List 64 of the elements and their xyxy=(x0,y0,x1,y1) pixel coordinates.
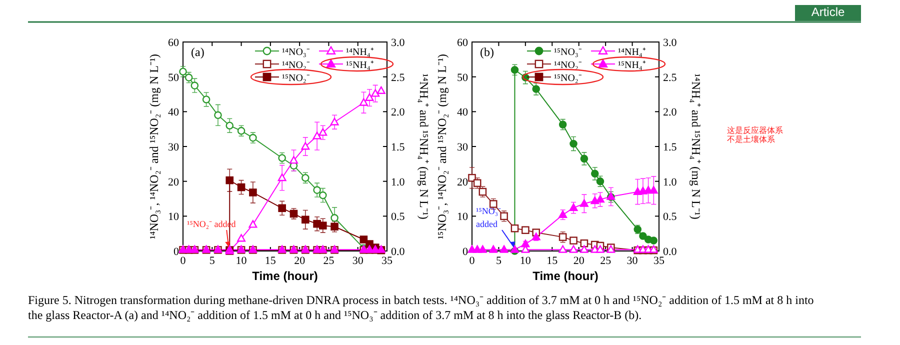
legend-label: ¹⁵NH₄⁺ xyxy=(346,60,374,71)
y-tick-label: 10 xyxy=(457,211,468,224)
y-tick-label: 40 xyxy=(457,106,468,119)
y-tick-label: 20 xyxy=(457,176,468,188)
y-tick-label: 50 xyxy=(168,72,180,84)
x-tick-label: 35 xyxy=(654,255,665,267)
x-tick-label: 25 xyxy=(323,255,335,267)
y-axis-title: ¹⁵NO₃⁻, ¹⁴NO₂⁻ and ¹⁵NO₂⁻ (mg N L⁻¹) xyxy=(435,54,449,240)
y-tick-label: 20 xyxy=(168,176,180,188)
x-tick-label: 20 xyxy=(573,255,585,267)
y-axis-title: ¹⁴NO₃⁻, ¹⁴NO₂⁻ and ¹⁵NO₂⁻ (mg N L⁻¹) xyxy=(147,54,161,240)
y-tick-label: 30 xyxy=(168,142,180,154)
y2-tick-label: 3.0 xyxy=(391,37,406,49)
text: Article xyxy=(811,5,845,19)
y2-tick-label: 1.5 xyxy=(663,142,678,154)
y2-tick-label: 0.0 xyxy=(663,246,678,258)
y-tick-label: 60 xyxy=(168,37,180,49)
y2-tick-label: 2.5 xyxy=(663,72,678,84)
x-tick-label: 10 xyxy=(520,255,532,267)
text: 这是反应器体系 xyxy=(727,126,783,135)
x-tick-label: 30 xyxy=(352,255,364,267)
y-tick-label: 0 xyxy=(174,246,180,258)
legend-label: ¹⁴NH₄⁺ xyxy=(346,47,374,58)
y2-tick-label: 0.5 xyxy=(663,211,678,224)
legend-label: ¹⁵NO₃⁻ xyxy=(554,47,582,58)
legend-label: ¹⁴NO₂⁻ xyxy=(554,60,582,71)
y2-tick-label: 1.5 xyxy=(391,142,406,154)
y-tick-label: 60 xyxy=(457,37,468,49)
x-tick-label: 15 xyxy=(264,255,276,267)
x-tick-label: 25 xyxy=(600,255,612,267)
y-tick-label: 40 xyxy=(168,106,180,119)
y2-axis-title: ¹⁴NH₄⁺ and ¹⁵NH₄⁺ (mg N L⁻¹) xyxy=(689,74,703,220)
y2-tick-label: 2.5 xyxy=(391,72,406,84)
caption: Figure 5. Nitrogen transformation during methane-driven DNRA process in batch tests. ¹⁴NO₃⁻ addition of 3.7 mM at 0 h and ¹⁵NO₂⁻ addition of 1.5 mM at 8 h into the glass Reactor-A (a) and ¹⁴NO₂⁻ addition of 1.5 mM at 0 h and ¹⁵NO₃⁻ addition of 3.7 mM at 8 h into the glass Reactor-B (b). xyxy=(28,293,814,322)
y-tick-label: 10 xyxy=(168,211,180,224)
y-tick-label: 30 xyxy=(457,142,468,154)
y2-tick-label: 1.0 xyxy=(663,176,678,188)
y-tick-label: 0 xyxy=(462,246,468,258)
y2-tick-label: 0.5 xyxy=(391,211,406,224)
chart-title: (b) xyxy=(480,45,494,59)
legend-label: ¹⁵NO₂⁻ xyxy=(282,73,310,84)
legend-label: ¹⁵NH₄⁺ xyxy=(618,60,646,71)
y2-tick-label: 3.0 xyxy=(663,37,678,49)
legend-label: ¹⁴NH₄⁺ xyxy=(618,47,646,58)
legend-label: ¹⁴NO₂⁻ xyxy=(282,60,310,71)
x-tick-label: 15 xyxy=(546,255,558,267)
y2-tick-label: 2.0 xyxy=(391,106,406,119)
x-tick-label: 5 xyxy=(209,255,216,267)
y2-tick-label: 1.0 xyxy=(391,176,406,188)
x-axis-title: Time (hour) xyxy=(532,269,598,283)
x-tick-label: 20 xyxy=(294,255,306,267)
text: 不是土壤体系 xyxy=(727,135,775,144)
y2-axis-title: ¹⁴NH₄⁺ and ¹⁵NH₄⁺ (mg N L⁻¹) xyxy=(417,74,431,220)
y2-tick-label: 0.0 xyxy=(391,246,406,258)
x-tick-label: 5 xyxy=(496,255,502,267)
x-tick-label: 10 xyxy=(236,255,248,267)
y2-tick-label: 2.0 xyxy=(663,106,678,119)
legend-label: ¹⁴NO₃⁻ xyxy=(282,47,310,58)
chart-title: (a) xyxy=(191,45,204,59)
y-tick-label: 50 xyxy=(457,72,468,84)
legend-label: ¹⁵NO₂⁻ xyxy=(554,73,582,84)
x-tick-label: 30 xyxy=(626,255,638,267)
x-axis-title: Time (hour) xyxy=(252,269,318,283)
x-tick-label: 35 xyxy=(382,255,393,267)
